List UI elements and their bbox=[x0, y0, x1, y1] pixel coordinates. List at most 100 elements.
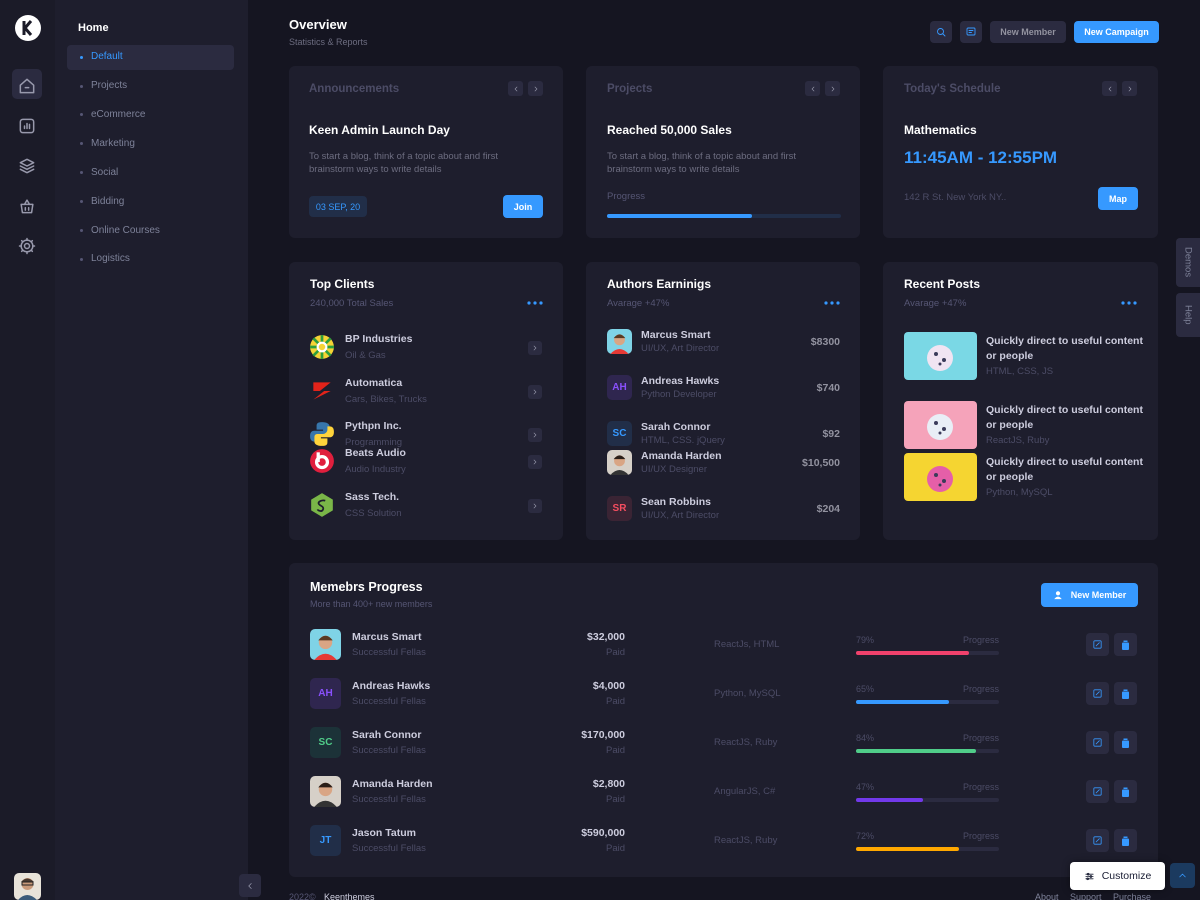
icon-part bbox=[942, 33, 946, 37]
author-role: UI/UX, Art Director bbox=[641, 510, 720, 521]
icon-part bbox=[1093, 738, 1102, 747]
more-menu[interactable] bbox=[824, 292, 840, 305]
carousel-arrow[interactable] bbox=[1122, 81, 1137, 96]
menu-item[interactable]: Bidding bbox=[91, 195, 125, 207]
delete-button[interactable] bbox=[1114, 682, 1137, 705]
icon-part bbox=[1108, 86, 1111, 91]
customize-button[interactable]: Customize bbox=[1070, 862, 1165, 890]
icon-part bbox=[19, 118, 35, 134]
menu-item[interactable]: Marketing bbox=[91, 137, 135, 149]
menu-item[interactable]: eCommerce bbox=[91, 108, 146, 120]
icon-part bbox=[1122, 836, 1129, 846]
nav-icon[interactable] bbox=[17, 156, 37, 176]
menu-item[interactable]: Projects bbox=[91, 80, 128, 91]
icon-part bbox=[613, 334, 626, 339]
avatar: SR bbox=[607, 496, 632, 521]
collapse-button[interactable] bbox=[239, 874, 261, 897]
edit-button[interactable] bbox=[1086, 780, 1109, 803]
client-arrow[interactable] bbox=[528, 341, 542, 355]
card-text: To start a blog, think of a topic about … bbox=[607, 151, 797, 175]
icon-part bbox=[1122, 789, 1129, 797]
icon-part bbox=[1086, 876, 1089, 880]
icon-part bbox=[1123, 640, 1128, 642]
post-title[interactable]: Quickly direct to useful content or peop… bbox=[986, 456, 1143, 483]
icon-part bbox=[927, 414, 953, 440]
menu-item[interactable]: Default bbox=[91, 51, 123, 62]
more-menu[interactable] bbox=[527, 292, 543, 305]
icon-part bbox=[1093, 738, 1102, 747]
chat-button[interactable] bbox=[960, 21, 982, 43]
menu-item[interactable]: Social bbox=[91, 166, 119, 178]
client-arrow[interactable] bbox=[528, 455, 542, 469]
footer-brand: Keenthemes bbox=[324, 892, 375, 900]
icon-part bbox=[938, 362, 942, 366]
progress-bar bbox=[856, 651, 969, 655]
edit-button[interactable] bbox=[1086, 829, 1109, 852]
icon-part bbox=[19, 78, 35, 94]
delete-button[interactable] bbox=[1114, 829, 1137, 852]
scroll-top-button[interactable] bbox=[1170, 863, 1195, 888]
icon-part bbox=[927, 414, 953, 440]
side-tab[interactable]: Help bbox=[1176, 293, 1200, 337]
member-skills: ReactJs, HTML bbox=[714, 639, 780, 650]
icon-part bbox=[534, 86, 537, 91]
icon-part bbox=[1093, 787, 1102, 796]
icon-part bbox=[248, 882, 252, 889]
edit-button[interactable] bbox=[1086, 682, 1109, 705]
client-arrow[interactable] bbox=[528, 428, 542, 442]
edit-button[interactable] bbox=[1086, 731, 1109, 754]
menu-bullet bbox=[80, 113, 83, 117]
carousel-arrow[interactable] bbox=[805, 81, 820, 96]
schedule-card: Today's Schedule Mathematics 11:45AM - 12:… bbox=[883, 66, 1158, 238]
more-menu[interactable] bbox=[1121, 292, 1137, 305]
carousel-arrow[interactable] bbox=[508, 81, 523, 96]
carousel-arrow[interactable] bbox=[528, 81, 543, 96]
icon-part bbox=[18, 237, 36, 255]
icon-part bbox=[831, 86, 834, 91]
client-arrow[interactable] bbox=[528, 499, 542, 513]
icon-part bbox=[811, 86, 814, 91]
icon-part bbox=[1085, 872, 1094, 880]
new-member-button[interactable]: New Member bbox=[1041, 583, 1138, 607]
member-amount: $170,000 bbox=[581, 729, 625, 741]
avatar bbox=[607, 450, 632, 475]
icon-part bbox=[15, 15, 41, 41]
menu-item[interactable]: Online Courses bbox=[91, 224, 160, 236]
edit-button[interactable] bbox=[1086, 633, 1109, 656]
carousel-arrow[interactable] bbox=[1102, 81, 1117, 96]
new-campaign-button[interactable]: New Campaign bbox=[1074, 21, 1159, 43]
icon-part bbox=[1108, 86, 1111, 91]
footer-link[interactable]: Purchase bbox=[1113, 892, 1152, 900]
progress-track bbox=[856, 700, 999, 704]
member-name: Jason Tatum bbox=[352, 827, 416, 839]
post-title[interactable]: Quickly direct to useful content or peop… bbox=[986, 404, 1143, 431]
menu-item[interactable]: Logistics bbox=[91, 253, 130, 265]
post-title[interactable]: Quickly direct to useful content or peop… bbox=[986, 335, 1143, 362]
nav-icon[interactable] bbox=[17, 116, 37, 136]
author-role: UI/UX Designer bbox=[641, 464, 707, 475]
delete-button[interactable] bbox=[1114, 780, 1137, 803]
side-tab[interactable]: Demos bbox=[1176, 238, 1200, 287]
carousel-arrow[interactable] bbox=[825, 81, 840, 96]
footer-link[interactable]: Support bbox=[1070, 892, 1102, 900]
icon-part bbox=[248, 882, 252, 889]
icon-part bbox=[314, 653, 337, 660]
search-button[interactable] bbox=[930, 21, 952, 43]
card-text: To start a blog, think of a topic about … bbox=[309, 151, 499, 175]
map-button[interactable]: Map bbox=[1098, 187, 1138, 210]
footer-link[interactable]: About bbox=[1035, 892, 1059, 900]
nav-icon[interactable] bbox=[17, 236, 37, 256]
delete-button[interactable] bbox=[1114, 731, 1137, 754]
delete-button[interactable] bbox=[1114, 633, 1137, 656]
author-amount: $10,500 bbox=[802, 457, 840, 469]
client-name: BP Industries bbox=[345, 333, 413, 345]
member-name: Amanda Harden bbox=[352, 778, 433, 790]
member-name: Sarah Connor bbox=[352, 729, 422, 741]
icon-part bbox=[1123, 689, 1128, 691]
icon-part bbox=[514, 86, 517, 91]
nav-icon[interactable] bbox=[17, 76, 37, 96]
client-arrow[interactable] bbox=[528, 385, 542, 399]
join-button[interactable]: Join bbox=[503, 195, 543, 218]
new-member-button[interactable]: New Member bbox=[990, 21, 1066, 43]
nav-icon[interactable] bbox=[17, 196, 37, 216]
